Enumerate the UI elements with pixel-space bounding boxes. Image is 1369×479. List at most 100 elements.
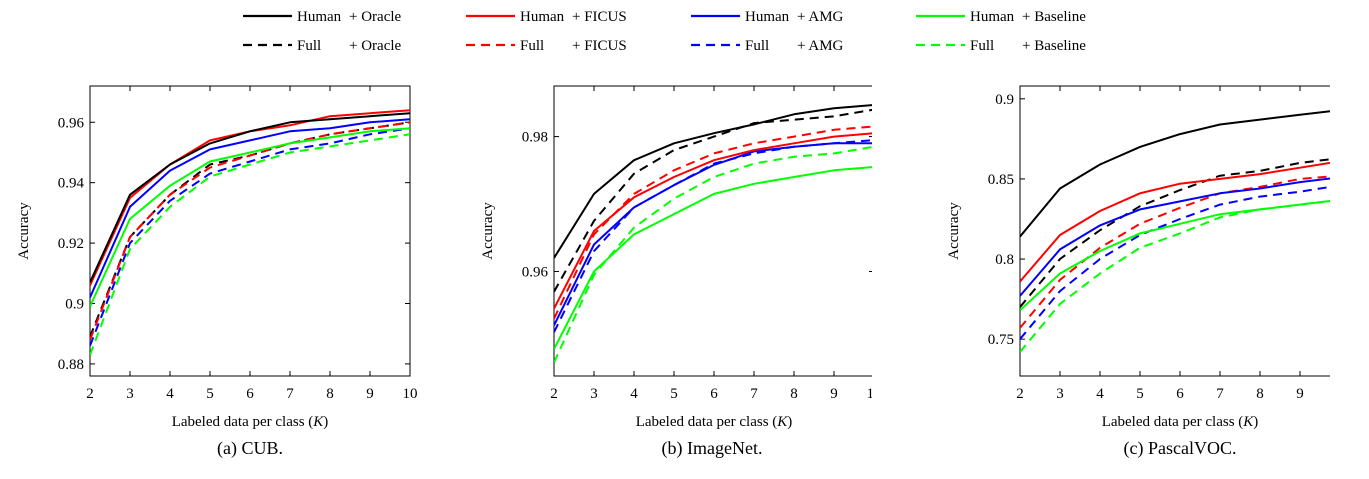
imagenet-series-human-baseline xyxy=(554,166,872,350)
cub-series-full-ficus xyxy=(90,121,410,341)
pascalvoc-xtick-label: 3 xyxy=(1056,386,1064,402)
imagenet-xtick-label: 4 xyxy=(630,386,638,402)
legend-human-oracle: Human + Oracle xyxy=(243,9,402,25)
imagenet-xtick-label: 8 xyxy=(790,386,798,402)
legend-full-amg-suffix: + AMG xyxy=(797,38,844,54)
legend-human-ficus-suffix: + FICUS xyxy=(572,9,627,25)
legend-human-baseline: Human + Baseline xyxy=(916,9,1086,25)
legend-full-oracle-prefix: Full xyxy=(297,38,321,54)
pascalvoc-series-full-baseline xyxy=(1020,199,1330,353)
cub-series-human-oracle xyxy=(90,112,410,283)
legend-full-oracle: Full + Oracle xyxy=(243,38,402,54)
cub-series-full-baseline xyxy=(90,133,410,356)
cub-xtick-label: 8 xyxy=(326,386,334,402)
pascalvoc-ytick-label: 0.75 xyxy=(988,332,1014,348)
imagenet-plot-frame xyxy=(553,85,872,377)
legend-full-oracle-suffix: + Oracle xyxy=(349,38,402,54)
cub-xtick-label: 7 xyxy=(286,386,294,402)
cub-series-human-baseline xyxy=(90,127,410,307)
legend-human-ficus-prefix: Human xyxy=(520,9,565,25)
legend-full-baseline-suffix: + Baseline xyxy=(1022,38,1086,54)
pascalvoc-yaxis-label: Accuracy xyxy=(946,202,962,260)
imagenet-series-human-amg xyxy=(554,142,872,326)
cub-ytick-label: 0.94 xyxy=(58,176,85,192)
chart-imagenet: 2 3 4 5 6 7 8 9 10 0.96 0.98 Labeled data per class… xyxy=(480,85,873,430)
imagenet-xtick-label: 10 xyxy=(867,386,873,402)
imagenet-xtick-label: 7 xyxy=(750,386,758,402)
pascalvoc-xtick-label: 7 xyxy=(1216,386,1224,402)
pascalvoc-series-full-amg xyxy=(1020,185,1330,340)
pascalvoc-xtick-label: 9 xyxy=(1296,386,1304,402)
cub-ytick-label: 0.96 xyxy=(58,115,85,131)
imagenet-xtick-label: 5 xyxy=(670,386,678,402)
imagenet-series-group xyxy=(554,104,872,363)
caption-pascalvoc: (c) PascalVOC. xyxy=(1123,438,1237,458)
cub-ytick-label: 0.9 xyxy=(65,297,84,313)
imagenet-series-full-ficus xyxy=(554,125,872,320)
pascalvoc-ytick-label: 0.9 xyxy=(995,92,1014,108)
cub-xtick-label: 10 xyxy=(403,386,418,402)
cub-plot-frame xyxy=(89,85,411,377)
cub-xaxis-label: Labeled data per class (K) xyxy=(172,414,329,430)
cub-xtick-label: 4 xyxy=(166,386,174,402)
cub-ytick-label: 0.92 xyxy=(58,236,84,252)
cub-xtick-label: 2 xyxy=(86,386,94,402)
imagenet-xtick-label: 6 xyxy=(710,386,718,402)
pascalvoc-series-full-oracle xyxy=(1020,158,1330,308)
pascalvoc-ytick-label: 0.85 xyxy=(988,172,1014,188)
cub-xtick-label: 6 xyxy=(246,386,254,402)
legend-human-baseline-prefix: Human xyxy=(970,9,1015,25)
legend-full-baseline-prefix: Full xyxy=(970,38,994,54)
legend-human-oracle-suffix: + Oracle xyxy=(349,9,402,25)
imagenet-series-human-ficus xyxy=(554,132,872,310)
cub-series-group xyxy=(90,109,410,356)
legend-full-ficus-suffix: + FICUS xyxy=(572,38,627,54)
pascalvoc-series-human-ficus xyxy=(1020,161,1330,283)
legend-human-amg: Human + AMG xyxy=(691,9,844,25)
caption-cub: (a) CUB. xyxy=(217,438,283,458)
legend-full-baseline: Full + Baseline xyxy=(916,38,1086,54)
pascalvoc-series-human-amg xyxy=(1020,177,1330,297)
pascalvoc-xtick-label: 8 xyxy=(1256,386,1264,402)
cub-series-full-amg xyxy=(90,127,410,347)
legend-full-ficus-prefix: Full xyxy=(520,38,544,54)
legend-full-amg-prefix: Full xyxy=(745,38,769,54)
pascalvoc-series-full-ficus xyxy=(1020,175,1330,329)
pascalvoc-xtick-label: 2 xyxy=(1016,386,1024,402)
cub-series-human-ficus xyxy=(90,109,410,286)
chart-cub: 2 3 4 5 6 7 8 9 10 0.88 0.9 0.92 0.94 0.96 Labeled dat… xyxy=(16,85,418,430)
imagenet-xtick-label: 3 xyxy=(590,386,598,402)
pascalvoc-series-human-baseline xyxy=(1020,199,1330,312)
pascalvoc-series-group xyxy=(1020,110,1330,353)
legend-human-oracle-prefix: Human xyxy=(297,9,342,25)
cub-xtick-label: 3 xyxy=(126,386,134,402)
chart-legend: Human + Oracle Human + FICUS Human + AMG Human… xyxy=(243,9,1086,54)
imagenet-xtick-label: 9 xyxy=(830,386,838,402)
pascalvoc-xtick-label: 6 xyxy=(1176,386,1184,402)
cub-xtick-label: 5 xyxy=(206,386,214,402)
cub-ytick-label: 0.88 xyxy=(58,357,84,373)
pascalvoc-ytick-label: 0.8 xyxy=(995,252,1014,268)
legend-full-amg: Full + AMG xyxy=(691,38,844,54)
legend-human-baseline-suffix: + Baseline xyxy=(1022,9,1086,25)
caption-imagenet: (b) ImageNet. xyxy=(661,438,763,458)
cub-series-human-amg xyxy=(90,118,410,298)
pascalvoc-xaxis-label: Labeled data per class (K) xyxy=(1102,414,1259,430)
pascalvoc-series-human-oracle xyxy=(1020,110,1330,238)
imagenet-series-human-oracle xyxy=(554,104,872,259)
cub-xtick-label: 9 xyxy=(366,386,374,402)
legend-human-amg-suffix: + AMG xyxy=(797,9,844,25)
imagenet-ytick-label: 0.96 xyxy=(522,264,549,280)
imagenet-ytick-label: 0.98 xyxy=(522,130,548,146)
pascalvoc-xtick-label: 4 xyxy=(1096,386,1104,402)
imagenet-xaxis-label: Labeled data per class (K) xyxy=(636,414,793,430)
legend-human-ficus: Human + FICUS xyxy=(466,9,627,25)
pascalvoc-xtick-label: 5 xyxy=(1136,386,1144,402)
legend-full-ficus: Full + FICUS xyxy=(466,38,627,54)
imagenet-yaxis-label: Accuracy xyxy=(480,202,496,260)
imagenet-xtick-label: 2 xyxy=(550,386,558,402)
cub-yaxis-label: Accuracy xyxy=(16,202,32,260)
imagenet-series-full-oracle xyxy=(554,108,872,293)
legend-human-amg-prefix: Human xyxy=(745,9,790,25)
